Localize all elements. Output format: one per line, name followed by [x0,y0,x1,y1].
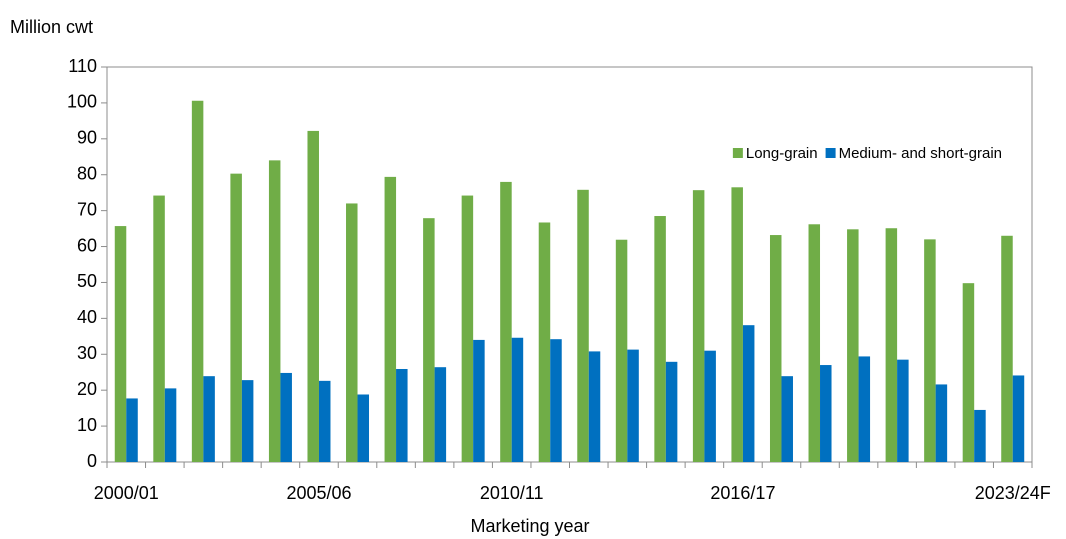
bar [885,228,898,462]
bar [241,380,254,462]
y-tick-label: 60 [77,235,97,255]
bar [268,160,281,462]
x-axis-label: Marketing year [470,516,589,536]
bar [847,229,859,462]
x-tick-label: 2016/17 [710,483,775,503]
bar [704,350,716,462]
x-tick-label: 2010/11 [480,483,544,503]
bar [461,195,474,462]
bar [538,222,551,462]
bar [627,349,639,462]
y-tick-label: 40 [77,307,97,327]
y-tick-label: 110 [68,56,97,76]
bar [974,409,986,462]
bar [769,235,782,462]
bar [577,189,589,463]
y-tick-label: 100 [67,92,97,112]
bar [820,365,832,462]
bar [423,218,435,462]
bar [500,181,512,462]
bar [1001,235,1013,462]
bar [114,226,127,462]
y-tick-label: 30 [77,343,97,363]
bar [588,351,601,462]
y-tick-label: 10 [77,415,97,435]
y-tick-label: 90 [77,128,97,148]
bar [346,203,358,463]
bar [731,187,743,462]
x-tick-label: 2000/01 [94,483,159,503]
y-tick-label: 0 [87,451,97,471]
bar [396,368,408,462]
x-tick-label: 2023/24F [975,483,1051,503]
bar [126,398,138,462]
y-axis-label: Million cwt [10,17,93,37]
legend-label: Long-grain [746,145,818,162]
bar [384,176,397,462]
bar [935,384,948,462]
y-tick-label: 70 [77,199,97,219]
bar [280,372,292,462]
legend-swatch [732,148,743,158]
bar [665,361,678,462]
bar [962,283,975,462]
legend-swatch [825,148,836,158]
bar [858,356,871,462]
bar [550,339,562,462]
x-tick-label: 2005/06 [286,483,351,503]
y-tick-label: 20 [77,379,97,399]
bar [781,376,793,462]
legend-label: Medium- and short-grain [839,145,1002,162]
bar [357,394,370,462]
bar [808,224,821,462]
y-tick-label: 50 [77,271,97,291]
bar [153,195,165,462]
bar [473,339,485,462]
bar [203,376,215,462]
bar [511,337,524,462]
y-tick-label: 80 [77,163,97,183]
bar [1012,375,1025,462]
bar [654,216,666,462]
bar [191,100,204,462]
bar [742,325,755,462]
bar [692,190,705,462]
bar [307,130,319,462]
bar [615,239,628,462]
bar [897,359,909,462]
legend: Long-grain Medium- and short-grain [732,145,1002,162]
bar [164,388,177,462]
bar [318,380,331,462]
bar [924,239,936,462]
bar [434,367,447,462]
bar [230,173,242,462]
